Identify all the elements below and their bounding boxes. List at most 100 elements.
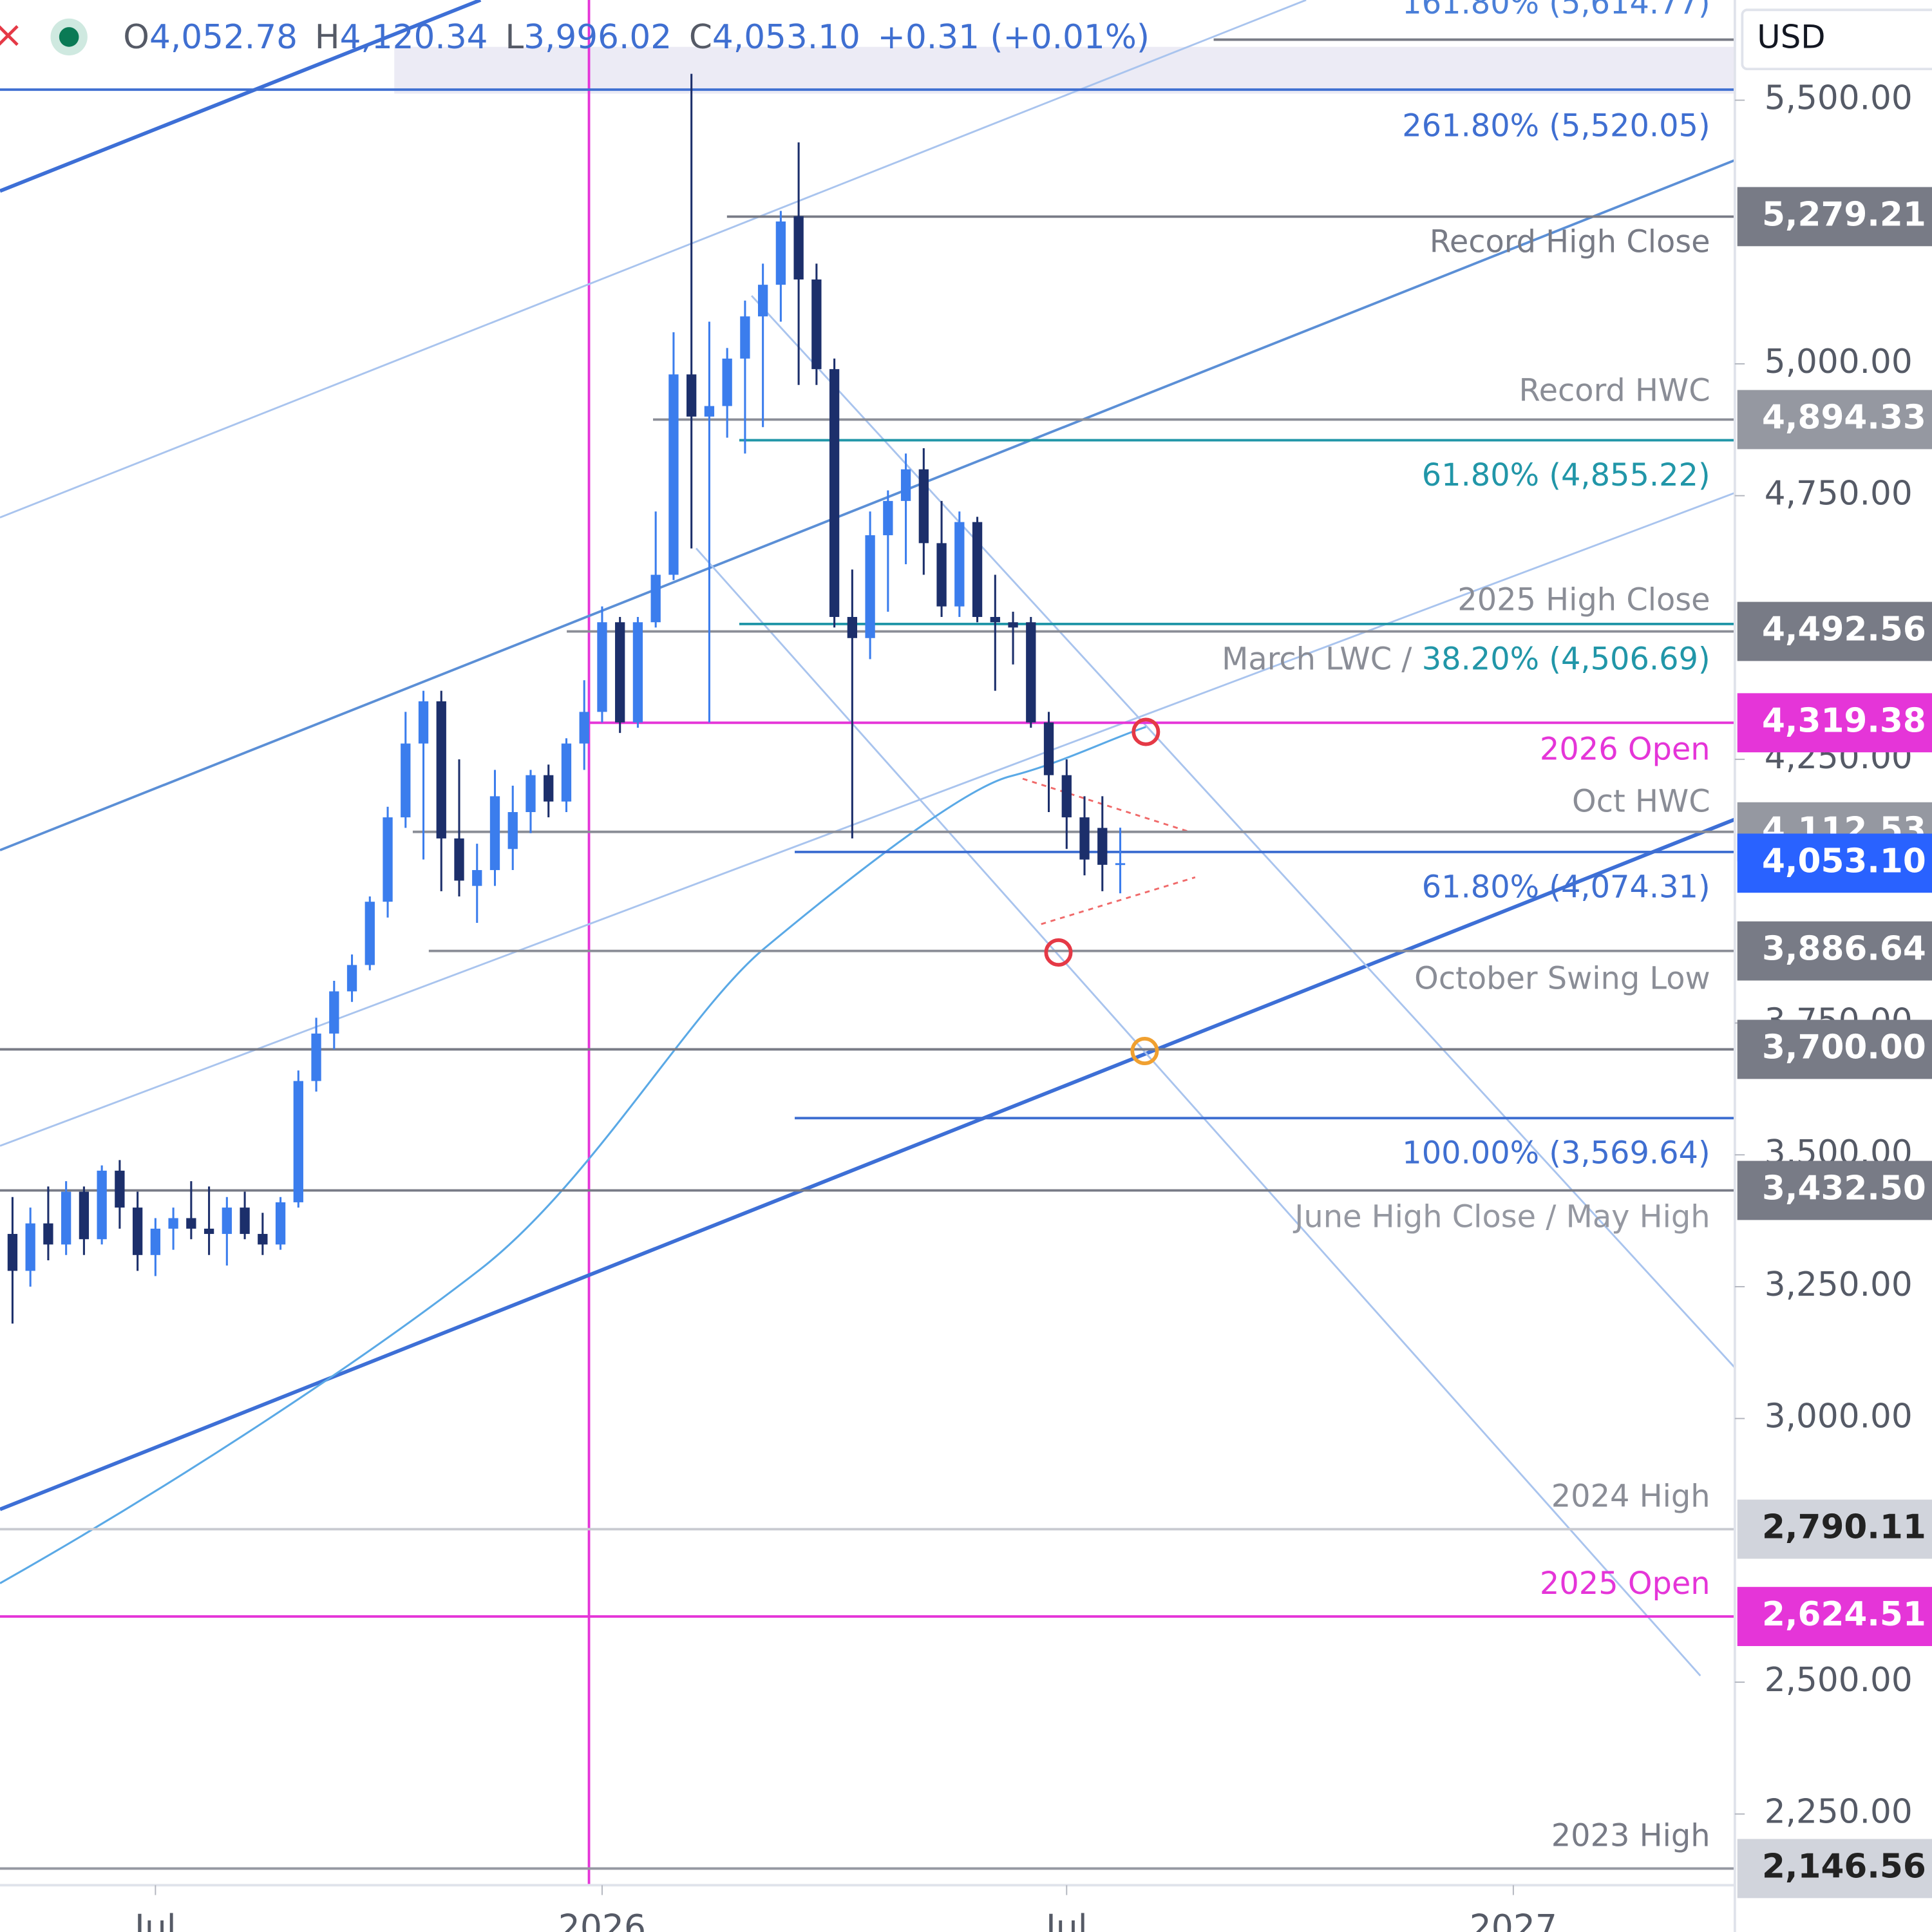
- candle-body: [61, 1191, 71, 1245]
- level-label-text: 2025 High Close: [1457, 583, 1710, 618]
- level-labels: 161.80% (5,614.77) 261.80% (5,520.05) Reco…: [1222, 0, 1710, 1854]
- currency-button[interactable]: [1741, 8, 1932, 71]
- candle-body: [365, 902, 375, 965]
- level-label-text: 2025 Open: [1540, 1566, 1710, 1602]
- price-badge: [1737, 693, 1932, 753]
- candle-body: [918, 469, 929, 544]
- candle-body: [793, 216, 804, 279]
- candle-body: [507, 811, 518, 849]
- descending-line: [695, 547, 1701, 1676]
- price-badge-label: 3,700.00: [1762, 1028, 1926, 1066]
- candle-body: [829, 369, 840, 618]
- candle-body: [168, 1218, 178, 1229]
- level-label: 2023 High: [1551, 1819, 1710, 1854]
- price-badge-label: 5,279.21: [1762, 195, 1926, 234]
- candle-body: [544, 775, 554, 802]
- ohlc-readout: O4,052.78 H4,120.34 L3,996.02 C4,053.10 +0.3…: [123, 18, 1150, 57]
- price-badge: [1737, 921, 1932, 981]
- candle-body: [150, 1228, 161, 1255]
- level-label: Record HWC: [1519, 373, 1710, 408]
- candle-body: [722, 358, 732, 406]
- candle-body: [757, 285, 768, 317]
- level-label-text: Record HWC: [1519, 373, 1710, 408]
- x-tick-label: Jul: [133, 1907, 176, 1932]
- level-label-text: 2026 Open: [1540, 732, 1710, 767]
- level-label-text: 61.80% (4,074.31): [1422, 869, 1710, 905]
- candle-body: [990, 617, 1000, 623]
- level-label: Record High Close: [1430, 224, 1710, 260]
- candle-body: [7, 1234, 18, 1271]
- moving-average: [0, 726, 1146, 1584]
- price-badge-label: 2,146.56: [1762, 1847, 1926, 1886]
- candle-body: [418, 701, 429, 744]
- y-tick-label: 5,000.00: [1765, 343, 1913, 381]
- marker-circle: [1044, 938, 1073, 967]
- candle-body: [329, 991, 339, 1034]
- overlay: [0, 0, 1736, 1886]
- candle-body: [1043, 722, 1054, 775]
- level-label-text: 161.80% (5,614.77): [1402, 0, 1710, 21]
- x-tick-label: 2026: [558, 1907, 646, 1932]
- level-label-text: Oct HWC: [1572, 784, 1710, 820]
- price-badge-label: 3,886.64: [1762, 930, 1926, 969]
- candle-body: [954, 522, 965, 607]
- candle-body: [972, 522, 983, 618]
- candle-body: [775, 221, 786, 285]
- ohlc-value: 4,053.10: [712, 18, 860, 57]
- price-badge: [1737, 601, 1932, 661]
- candle-body: [936, 543, 947, 607]
- currency-label[interactable]: USD: [1757, 19, 1825, 56]
- level-label: 2026 Open: [1540, 732, 1710, 767]
- candle-body: [472, 870, 482, 886]
- y-tick-label: 5,500.00: [1765, 79, 1913, 118]
- candle-body: [1079, 817, 1090, 860]
- candle-body: [43, 1223, 53, 1245]
- candle-body: [883, 500, 893, 536]
- price-badge-label: 3,432.50: [1762, 1169, 1926, 1208]
- level-label: 2025 Open: [1540, 1566, 1710, 1602]
- ohlc-letter: L: [505, 18, 524, 57]
- candle-body: [579, 712, 589, 744]
- candle-body: [865, 535, 875, 638]
- candle-body: [275, 1202, 286, 1245]
- y-tick-label: 2,500.00: [1765, 1661, 1913, 1700]
- y-tick-label: 4,750.00: [1765, 475, 1913, 513]
- channel-line: [0, 158, 1736, 851]
- level-label-text: 2023 High: [1551, 1819, 1710, 1854]
- price-badge-label: 4,319.38: [1762, 701, 1926, 740]
- highlight-band: [394, 46, 1735, 94]
- level-label: March LWC / 38.20% (4,506.69): [1222, 641, 1710, 677]
- price-badge-label: 4,894.33: [1762, 399, 1926, 437]
- level-label-text: 100.00% (3,569.64): [1402, 1136, 1710, 1171]
- candle-body: [740, 316, 750, 359]
- y-tick-label: 3,000.00: [1765, 1397, 1913, 1436]
- candle-body: [526, 775, 536, 812]
- level-label: 261.80% (5,520.05): [1402, 108, 1710, 144]
- level-label-text: 61.80% (4,855.22): [1422, 458, 1710, 493]
- level-label-text: Record High Close: [1430, 224, 1710, 260]
- marker-circle: [1130, 1037, 1159, 1066]
- candle-body: [1115, 863, 1126, 866]
- markers: [1044, 717, 1160, 1066]
- ohlc-value: 4,052.78: [149, 18, 298, 57]
- ohlc-value: 3,996.02: [524, 18, 672, 57]
- level-label-text: March LWC /: [1222, 641, 1412, 677]
- price-badge-label: 4,492.56: [1762, 610, 1926, 649]
- candle-body: [687, 374, 697, 417]
- level-label-text: June High Close / May High: [1293, 1200, 1710, 1235]
- price-badge-label: 2,790.11: [1762, 1508, 1926, 1546]
- candle-body: [222, 1208, 232, 1235]
- level-label: 61.80% (4,074.31): [1422, 869, 1710, 905]
- close-icon: ×: [0, 13, 24, 56]
- header: × O4,052.78 H4,120.34 L3,996.02 C4,053.10 +0…: [0, 13, 1150, 57]
- candle-body: [132, 1208, 143, 1255]
- level-label: 2024 High: [1551, 1479, 1710, 1515]
- candle-body: [597, 622, 607, 712]
- candle-body: [79, 1191, 90, 1240]
- candle-body: [704, 406, 715, 417]
- price-badge: [1737, 1839, 1932, 1899]
- ohlc-letter: O: [123, 18, 149, 57]
- level-label: Oct HWC: [1572, 784, 1710, 820]
- candle-body: [1097, 828, 1108, 865]
